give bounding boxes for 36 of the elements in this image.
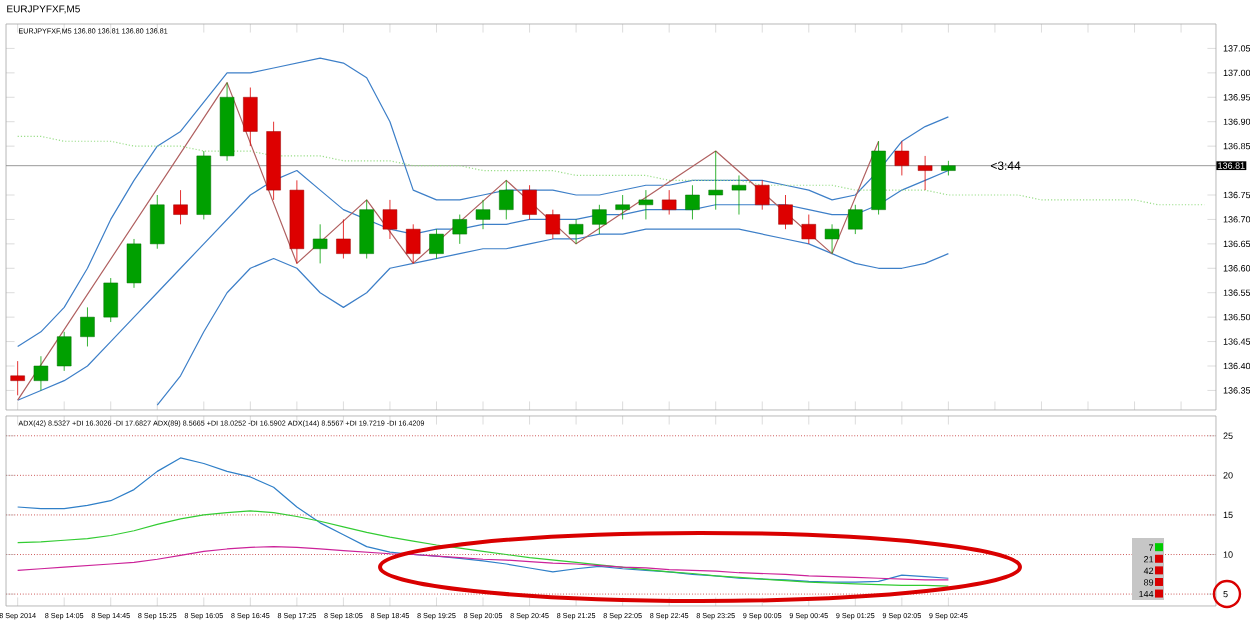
candlestick: [150, 194, 165, 250]
candlestick: [848, 204, 863, 235]
candlestick: [592, 204, 607, 235]
candlestick: [917, 155, 933, 191]
candlestick: [80, 306, 95, 347]
candlestick: [56, 331, 72, 372]
candlestick: [336, 219, 351, 259]
candlestick: [312, 223, 328, 264]
candlestick: [382, 199, 398, 240]
candlestick: [10, 360, 25, 396]
line-series: [17, 82, 880, 401]
candlestick: [522, 184, 537, 220]
candlestick: [429, 228, 444, 259]
candlestick: [755, 179, 770, 211]
candlestick: [824, 223, 840, 255]
candlestick: [243, 87, 258, 147]
candlestick: [103, 277, 118, 323]
candlestick: [452, 214, 467, 245]
candlestick: [638, 189, 654, 220]
candlestick: [33, 355, 49, 391]
candlestick: [568, 219, 584, 245]
candlestick: [359, 199, 374, 259]
candlestick: [475, 199, 491, 230]
candlestick: [661, 189, 677, 215]
candlestick: [894, 140, 910, 176]
candlestick: [731, 175, 747, 215]
candlestick: [615, 194, 630, 220]
candlestick: [685, 184, 700, 220]
candlestick: [778, 194, 793, 230]
candlestick: [405, 223, 421, 264]
candlestick: [499, 179, 514, 220]
candlestick: [173, 189, 188, 225]
candlestick: [545, 209, 561, 240]
candlestick: [801, 214, 817, 245]
candlestick: [708, 150, 723, 211]
candlestick: [126, 238, 142, 289]
